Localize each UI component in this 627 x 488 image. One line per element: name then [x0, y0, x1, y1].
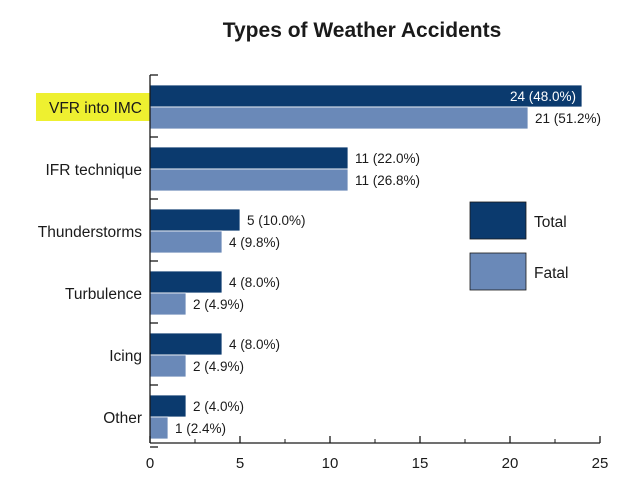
bar-fatal: [149, 354, 187, 378]
data-label-total: 24 (48.0%): [510, 89, 576, 104]
bar-total: [149, 208, 241, 232]
bar-fatal: [149, 416, 169, 440]
data-label-fatal: 2 (4.9%): [193, 359, 244, 374]
legend-swatch-fatal: [469, 252, 527, 291]
category-label: Other: [103, 410, 142, 427]
bar-fatal: [149, 106, 529, 130]
category-label: Turbulence: [65, 286, 142, 303]
data-label-fatal: 21 (51.2%): [535, 111, 601, 126]
bar-fatal: [149, 292, 187, 316]
data-label-fatal: 2 (4.9%): [193, 297, 244, 312]
data-label-total: 11 (22.0%): [355, 151, 420, 166]
x-tick-label: 10: [322, 455, 339, 472]
x-tick-label: 20: [502, 455, 519, 472]
data-label-total: 4 (8.0%): [229, 275, 280, 290]
legend-swatch-total: [469, 201, 527, 240]
category-highlight: [36, 93, 156, 121]
bar-fatal: [149, 168, 349, 192]
data-label-fatal: 1 (2.4%): [175, 421, 226, 436]
category-label: IFR technique: [46, 162, 143, 179]
data-label-total: 5 (10.0%): [247, 213, 306, 228]
bar-fatal: [149, 230, 223, 254]
legend-label-total: Total: [534, 214, 567, 231]
category-label: Thunderstorms: [38, 224, 142, 241]
bar-total: [149, 146, 349, 170]
plot-area: 24 (48.0%) 21 (51.2%) VFR into IMC 11 (22.0…: [36, 74, 609, 472]
legend-label-fatal: Fatal: [534, 265, 568, 282]
bar-total: [149, 332, 223, 356]
bar-total: [149, 270, 223, 294]
data-label-total: 4 (8.0%): [229, 337, 280, 352]
data-label-total: 2 (4.0%): [193, 399, 244, 414]
x-tick-label: 15: [412, 455, 429, 472]
x-tick-label: 0: [146, 455, 154, 472]
data-label-fatal: 4 (9.8%): [229, 235, 280, 250]
category-label: VFR into IMC: [49, 100, 142, 117]
x-tick-label: 25: [592, 455, 609, 472]
chart-title: Types of Weather Accidents: [223, 19, 502, 42]
bar-total: [149, 394, 187, 418]
data-label-fatal: 11 (26.8%): [355, 173, 420, 188]
x-tick-label: 5: [236, 455, 244, 472]
category-label: Icing: [109, 348, 142, 365]
